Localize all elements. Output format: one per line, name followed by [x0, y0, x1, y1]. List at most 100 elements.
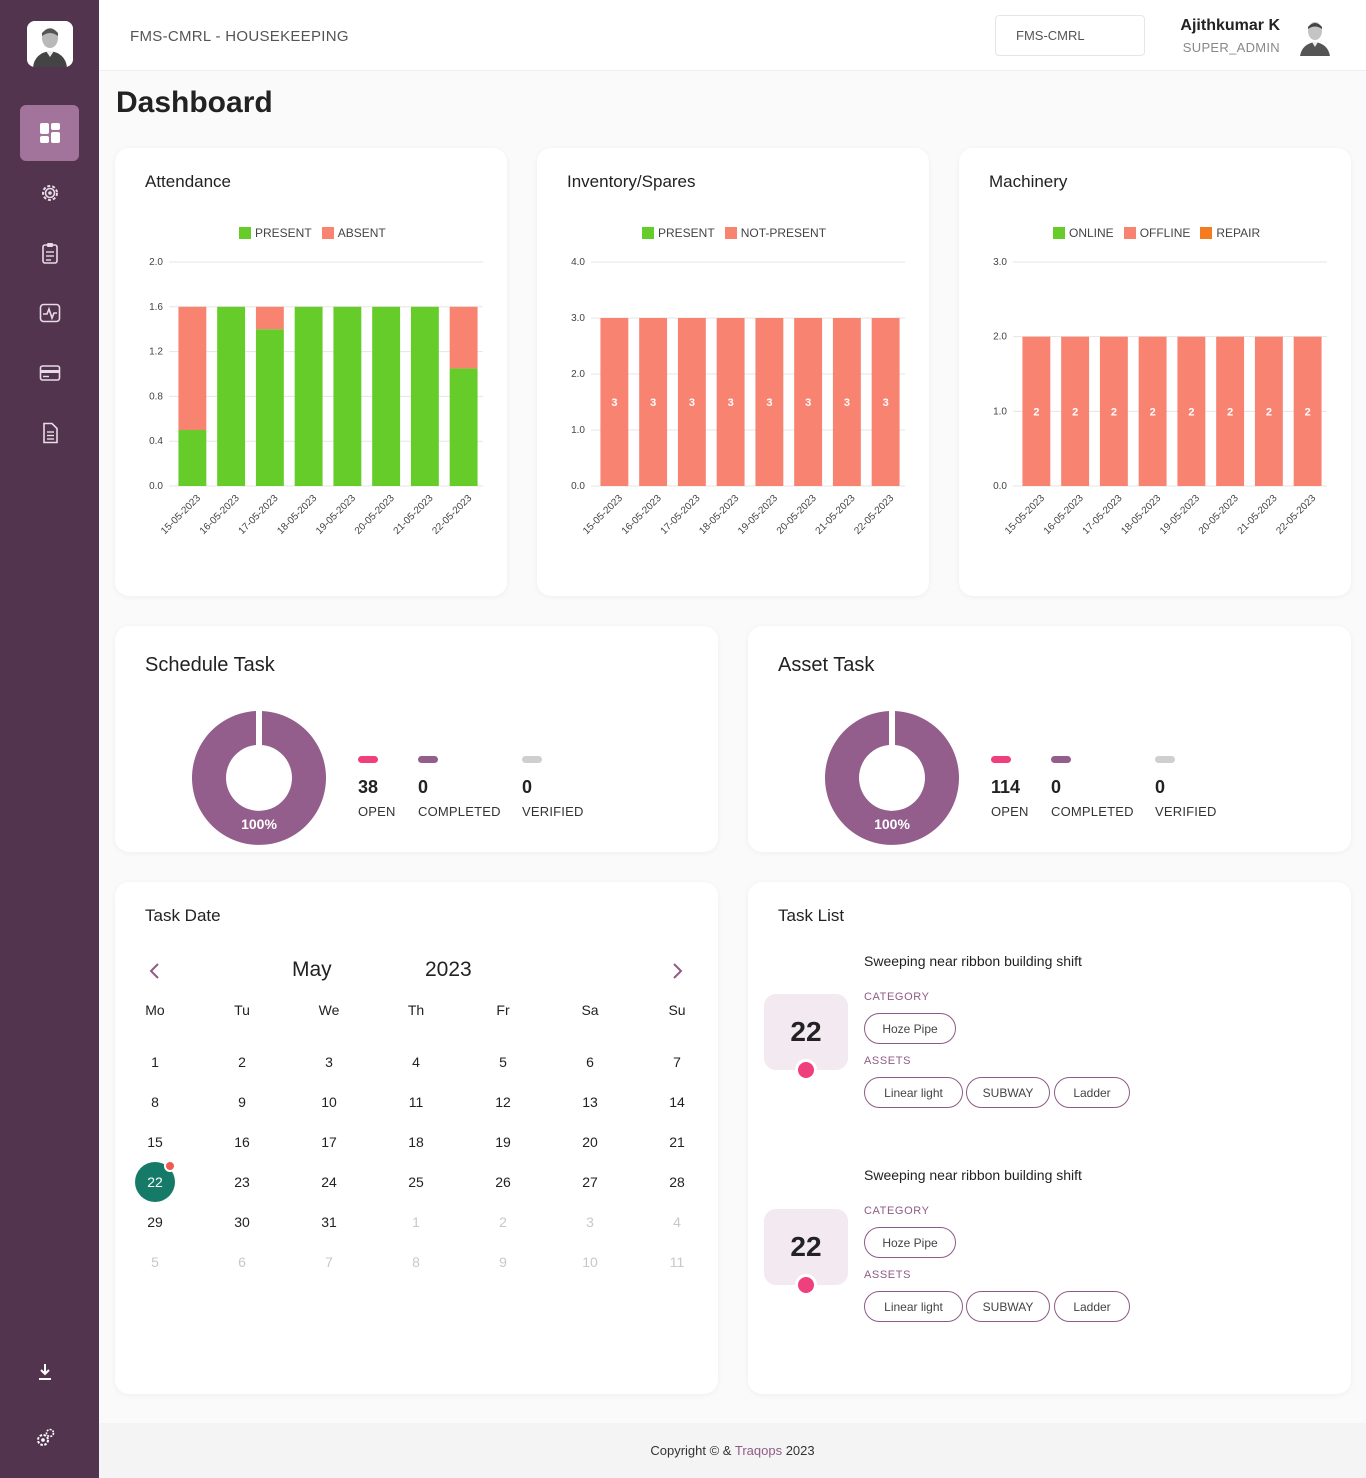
calendar-day[interactable]: 27	[582, 1174, 598, 1190]
calendar-day-outside[interactable]: 5	[151, 1254, 159, 1270]
legend-item[interactable]: PRESENT	[642, 226, 715, 240]
bar-segment[interactable]	[794, 318, 823, 486]
asset-pill[interactable]: Linear light	[864, 1291, 963, 1322]
bar-segment[interactable]	[1099, 336, 1128, 486]
calendar-day[interactable]: 1	[151, 1054, 159, 1070]
calendar-day-outside[interactable]: 2	[499, 1214, 507, 1230]
bar-segment[interactable]	[333, 306, 362, 486]
calendar-day-outside[interactable]: 11	[669, 1254, 685, 1270]
calendar-day[interactable]: 17	[321, 1134, 337, 1150]
bar-segment[interactable]	[372, 306, 401, 486]
calendar-day[interactable]: 20	[582, 1134, 598, 1150]
category-pill[interactable]: Hoze Pipe	[864, 1013, 956, 1044]
calendar-day[interactable]: 6	[586, 1054, 594, 1070]
calendar-day[interactable]: 2	[238, 1054, 246, 1070]
bar-segment[interactable]	[217, 306, 246, 486]
calendar-day[interactable]: 13	[582, 1094, 598, 1110]
bar-segment[interactable]	[600, 318, 629, 486]
sidebar-item-tasks[interactable]	[20, 225, 79, 281]
bar-segment[interactable]	[1177, 336, 1206, 486]
calendar-year[interactable]: 2023	[425, 958, 472, 981]
asset-pill[interactable]: Ladder	[1054, 1291, 1130, 1322]
bar-segment[interactable]	[449, 368, 478, 486]
calendar-day[interactable]: 3	[325, 1054, 333, 1070]
calendar-day[interactable]: 29	[147, 1214, 163, 1230]
bar-segment[interactable]	[1138, 336, 1167, 486]
calendar-next-button[interactable]	[670, 960, 684, 986]
sidebar-avatar[interactable]	[27, 21, 73, 67]
bar-segment[interactable]	[755, 318, 784, 486]
sidebar-item-billing[interactable]	[20, 345, 79, 401]
sidebar-item-activity[interactable]	[20, 285, 79, 341]
calendar-day[interactable]: 12	[495, 1094, 511, 1110]
calendar-day-outside[interactable]: 9	[499, 1254, 507, 1270]
calendar-day[interactable]: 24	[321, 1174, 337, 1190]
bar-segment[interactable]	[178, 430, 207, 486]
bar-segment[interactable]	[1254, 336, 1283, 486]
calendar-day[interactable]: 15	[147, 1134, 163, 1150]
bar-segment[interactable]	[255, 329, 284, 486]
calendar-day[interactable]: 16	[234, 1134, 250, 1150]
sidebar-download-button[interactable]	[29, 1356, 61, 1388]
bar-segment[interactable]	[1022, 336, 1051, 486]
site-selector[interactable]: FMS-CMRL	[995, 15, 1145, 56]
calendar-prev-button[interactable]	[148, 960, 162, 986]
bar-segment[interactable]	[410, 306, 439, 486]
bar-segment[interactable]	[255, 306, 284, 330]
bar-segment[interactable]	[1293, 336, 1322, 486]
user-avatar-icon[interactable]	[1298, 18, 1332, 56]
legend-item[interactable]: OFFLINE	[1123, 226, 1190, 240]
calendar-day[interactable]: 18	[408, 1134, 424, 1150]
calendar-month[interactable]: May	[292, 958, 332, 981]
sidebar-item-settings[interactable]	[20, 165, 79, 221]
bar-segment[interactable]	[639, 318, 668, 486]
calendar-day-outside[interactable]: 7	[325, 1254, 333, 1270]
calendar-day[interactable]: 10	[321, 1094, 337, 1110]
calendar-day[interactable]: 30	[234, 1214, 250, 1230]
bar-segment[interactable]	[449, 306, 478, 369]
calendar-day-selected[interactable]: 22	[135, 1162, 175, 1202]
legend-item[interactable]: ABSENT	[321, 226, 386, 240]
calendar-day-outside[interactable]: 8	[412, 1254, 420, 1270]
bar-segment[interactable]	[294, 306, 323, 486]
calendar-day-outside[interactable]: 6	[238, 1254, 246, 1270]
calendar-day[interactable]: 19	[495, 1134, 511, 1150]
sidebar-settings-button[interactable]	[29, 1422, 61, 1454]
bar-segment[interactable]	[716, 318, 745, 486]
bar-segment[interactable]	[1216, 336, 1245, 486]
asset-pill[interactable]: Ladder	[1054, 1077, 1130, 1108]
calendar-day-outside[interactable]: 1	[412, 1214, 420, 1230]
bar-segment[interactable]	[871, 318, 900, 486]
calendar-day[interactable]: 7	[673, 1054, 681, 1070]
footer-brand-link[interactable]: Traqops	[734, 1443, 783, 1458]
calendar-day[interactable]: 26	[495, 1174, 511, 1190]
calendar-day[interactable]: 21	[669, 1134, 685, 1150]
legend-item[interactable]: PRESENT	[239, 226, 312, 240]
asset-pill[interactable]: Linear light	[864, 1077, 963, 1108]
asset-pill[interactable]: SUBWAY	[966, 1291, 1050, 1322]
calendar-day[interactable]: 9	[238, 1094, 246, 1110]
category-pill[interactable]: Hoze Pipe	[864, 1227, 956, 1258]
bar-segment[interactable]	[677, 318, 706, 486]
calendar-day[interactable]: 8	[151, 1094, 159, 1110]
calendar-day[interactable]: 25	[408, 1174, 424, 1190]
calendar-day[interactable]: 31	[321, 1214, 337, 1230]
calendar-day[interactable]: 4	[412, 1054, 420, 1070]
calendar-day[interactable]: 5	[499, 1054, 507, 1070]
asset-pill[interactable]: SUBWAY	[966, 1077, 1050, 1108]
calendar-day[interactable]: 11	[408, 1094, 424, 1110]
calendar-day-outside[interactable]: 3	[586, 1214, 594, 1230]
calendar-day[interactable]: 14	[669, 1094, 685, 1110]
bar-segment[interactable]	[832, 318, 861, 486]
calendar-day[interactable]: 23	[234, 1174, 250, 1190]
calendar-day-outside[interactable]: 4	[673, 1214, 681, 1230]
bar-segment[interactable]	[1061, 336, 1090, 486]
legend-item[interactable]: ONLINE	[1053, 226, 1114, 240]
sidebar-item-reports[interactable]	[20, 405, 79, 461]
sidebar-item-dashboard[interactable]	[20, 105, 79, 161]
legend-item[interactable]: REPAIR	[1200, 226, 1260, 240]
bar-segment[interactable]	[178, 306, 207, 430]
legend-item[interactable]: NOT-PRESENT	[724, 226, 826, 240]
calendar-day-outside[interactable]: 10	[582, 1254, 598, 1270]
calendar-day[interactable]: 28	[669, 1174, 685, 1190]
